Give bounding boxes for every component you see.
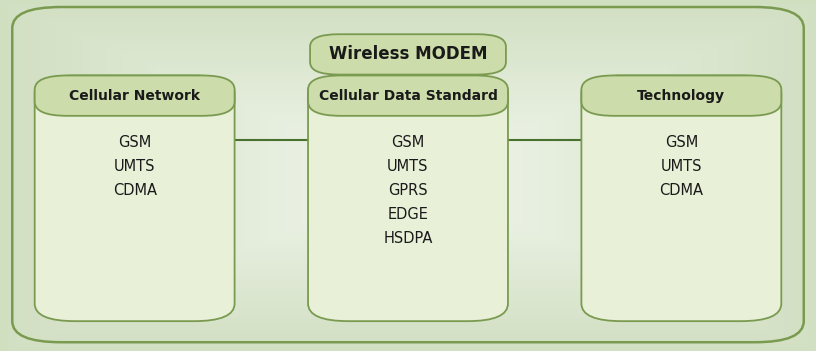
- Text: Cellular Data Standard: Cellular Data Standard: [318, 89, 498, 102]
- FancyBboxPatch shape: [581, 75, 781, 321]
- Text: Wireless MODEM: Wireless MODEM: [329, 45, 487, 64]
- Text: GSM
UMTS
GPRS
EDGE
HSDPA: GSM UMTS GPRS EDGE HSDPA: [384, 135, 432, 246]
- FancyBboxPatch shape: [581, 75, 781, 116]
- FancyBboxPatch shape: [35, 75, 235, 321]
- Text: Cellular Network: Cellular Network: [69, 89, 200, 102]
- FancyBboxPatch shape: [308, 75, 508, 116]
- Text: Technology: Technology: [637, 89, 725, 102]
- FancyBboxPatch shape: [308, 75, 508, 321]
- Text: GSM
UMTS
CDMA: GSM UMTS CDMA: [659, 135, 703, 198]
- FancyBboxPatch shape: [35, 75, 235, 116]
- FancyBboxPatch shape: [310, 34, 506, 75]
- Text: GSM
UMTS
CDMA: GSM UMTS CDMA: [113, 135, 157, 198]
